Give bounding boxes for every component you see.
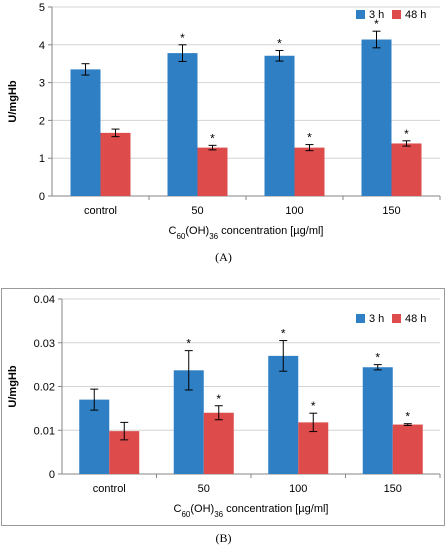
chart-b-x-axis-label: C60(OH)36 concentration [µg/ml] — [174, 503, 329, 519]
chart-a-x-axis-label-subscript: 36 — [209, 232, 218, 241]
chart-a-significance-marker: * — [210, 131, 215, 145]
chart-b-bar — [268, 355, 299, 474]
caption-a: (A) — [215, 250, 232, 264]
chart-b-x-axis-label-subscript: 60 — [181, 510, 190, 519]
chart-a-bar — [197, 147, 228, 196]
chart-a-bar — [294, 147, 325, 196]
chart-a-y-tick-label: 0 — [39, 191, 45, 203]
chart-a-significance-marker: * — [180, 31, 185, 45]
chart-a-y-tick-label: 4 — [39, 40, 45, 52]
chart-a-y-tick-label: 2 — [39, 115, 45, 127]
chart-b-y-tick-label: 0 — [49, 469, 55, 481]
chart-a-x-tick-label: 100 — [285, 205, 303, 217]
chart-a-bar — [391, 143, 422, 196]
chart-b-svg: 0 0.01 0.02 0.03 0.04 control 50 100 150 * * * * * * U/… — [7, 294, 441, 519]
chart-a-legend-label: 3 h — [369, 9, 384, 21]
chart-a-bar — [70, 69, 101, 196]
chart-b-x-axis-label-part: concentration [µg/ml] — [223, 503, 328, 515]
chart-b-y-tick-label: 0.04 — [34, 294, 55, 306]
chart-b-frame — [1, 288, 445, 526]
chart-b-legend-label: 48 h — [405, 313, 426, 325]
chart-b-y-axis-label: U/mgHb — [7, 365, 19, 407]
chart-a-significance-marker: * — [307, 131, 312, 145]
chart-a-y-axis-label: U/mgHb — [7, 80, 19, 122]
chart-b-x-tick-label: 100 — [289, 483, 307, 495]
chart-b-x-axis-label-subscript: 36 — [214, 510, 223, 519]
chart-b-x-tick-label: control — [93, 483, 126, 495]
chart-panel-a: 0 1 2 3 4 5 control 50 100 150 * * * * * * U/mgHb C60(OH)… — [0, 0, 447, 241]
chart-a-y-tick-label: 1 — [39, 153, 45, 165]
chart-b-x-tick-label: 50 — [198, 483, 210, 495]
chart-panel-b: 0 0.01 0.02 0.03 0.04 control 50 100 150 * * * * * * U/… — [0, 288, 447, 528]
chart-a-x-axis-label-part: concentration [µg/ml] — [218, 225, 323, 237]
chart-a-x-tick-label: 150 — [382, 205, 400, 217]
chart-b-significance-marker: * — [311, 399, 316, 413]
chart-b-y-tick-label: 0.01 — [34, 425, 55, 437]
chart-b-y-tick-label: 0.02 — [34, 382, 55, 394]
chart-a-significance-marker: * — [374, 17, 379, 31]
chart-b-bar — [362, 367, 393, 474]
chart-a-x-axis-label-part: (OH) — [185, 225, 209, 237]
chart-b-significance-marker: * — [375, 351, 380, 365]
chart-a-legend-swatch — [356, 10, 365, 19]
chart-a-bar — [264, 55, 295, 197]
chart-b-significance-marker: * — [186, 337, 191, 351]
chart-b-significance-marker: * — [405, 410, 410, 424]
chart-a-bar — [361, 39, 392, 197]
chart-b-y-tick-label: 0.03 — [34, 338, 55, 350]
chart-a-legend-label: 48 h — [405, 9, 426, 21]
chart-a-x-axis-label-part: C — [169, 225, 177, 237]
chart-a-x-tick-label: 50 — [191, 205, 203, 217]
chart-a-y-tick-label: 5 — [39, 2, 45, 14]
chart-b-bar — [203, 412, 234, 474]
chart-b-x-tick-label: 150 — [384, 483, 402, 495]
chart-b-legend-swatch — [356, 314, 365, 323]
chart-a-significance-marker: * — [277, 36, 282, 50]
chart-a-significance-marker: * — [404, 127, 409, 141]
caption-b: (B) — [215, 531, 232, 545]
chart-a-bar — [167, 53, 198, 197]
chart-b-bar — [79, 399, 110, 474]
chart-b-bar — [392, 424, 423, 474]
chart-a-x-axis-label-subscript: 60 — [176, 232, 185, 241]
chart-b-legend-label: 3 h — [369, 313, 384, 325]
chart-a-x-tick-label: control — [84, 205, 117, 217]
chart-a-x-axis-label: C60(OH)36 concentration [µg/ml] — [169, 225, 324, 241]
chart-b-legend-swatch — [392, 314, 401, 323]
chart-a-legend-swatch — [392, 10, 401, 19]
chart-a-svg: 0 1 2 3 4 5 control 50 100 150 * * * * * * U/mgHb C60(OH)… — [7, 2, 441, 241]
chart-a-bar — [100, 132, 131, 196]
chart-b-x-axis-label-part: (OH) — [190, 503, 214, 515]
chart-b-significance-marker: * — [281, 327, 286, 341]
chart-a-y-tick-label: 3 — [39, 78, 45, 90]
chart-b-x-axis-label-part: C — [174, 503, 182, 515]
chart-b-significance-marker: * — [216, 392, 221, 406]
